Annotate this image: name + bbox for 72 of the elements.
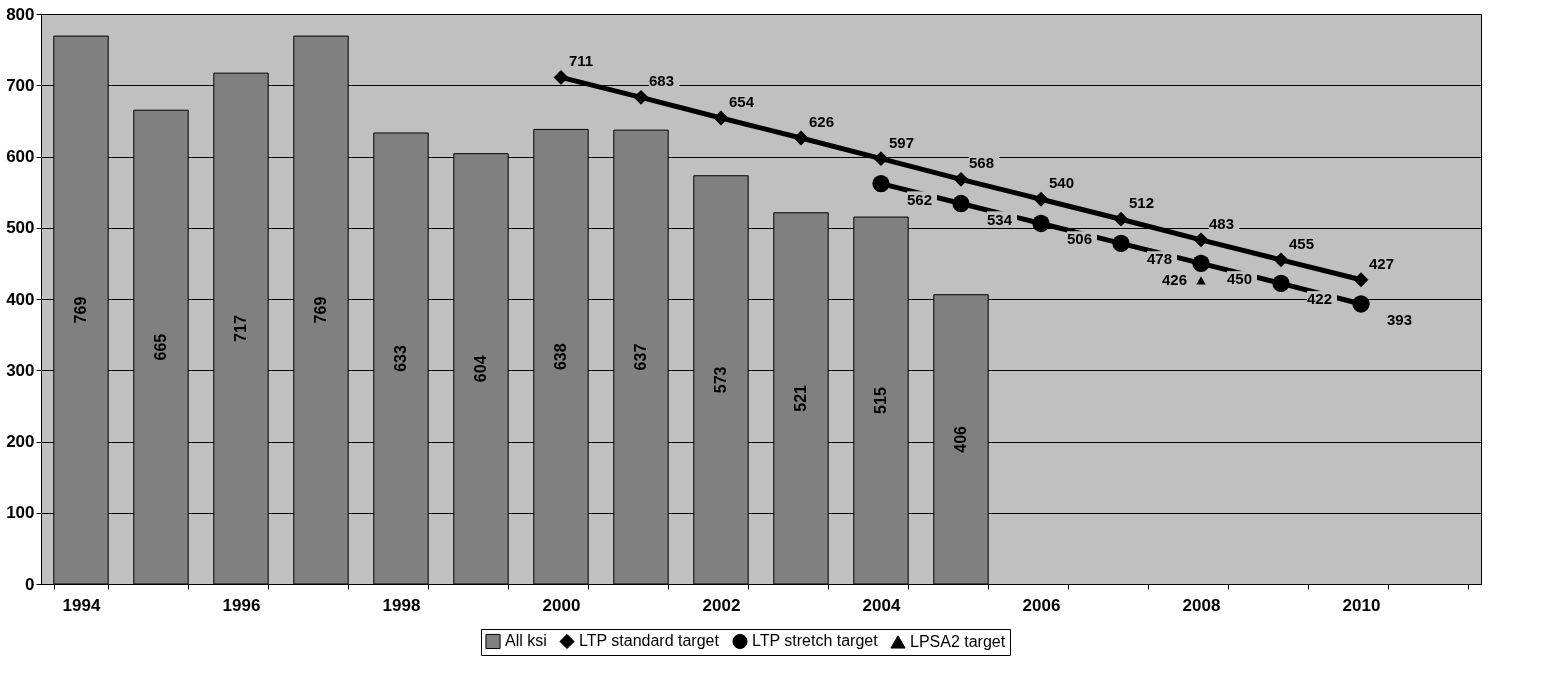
point: [1112, 234, 1130, 253]
point: [953, 171, 969, 187]
y-tick-label: 0: [25, 574, 35, 594]
data-label: 769: [312, 296, 329, 324]
point: [713, 110, 729, 126]
data-label: 562: [907, 190, 933, 208]
data-label: 540: [1049, 174, 1075, 192]
data-label: 406: [952, 425, 969, 453]
legend-label: All ksi: [505, 632, 547, 650]
point: [633, 89, 649, 105]
data-label: 683: [649, 72, 675, 90]
data-label: 769: [72, 296, 89, 324]
legend-label: LTP stretch target: [752, 632, 879, 650]
x-tick-label: 2006: [1022, 595, 1061, 615]
data-label: 512: [1129, 194, 1155, 212]
data-label: 483: [1209, 214, 1235, 232]
data-label: 393: [1387, 310, 1413, 328]
x-tick-label: 1998: [382, 595, 421, 615]
data-label: 521: [792, 384, 809, 412]
data-label: 506: [1067, 230, 1093, 248]
data-label: 637: [632, 343, 649, 371]
point: [553, 70, 569, 85]
point: [1272, 274, 1290, 292]
data-label: 568: [969, 154, 995, 172]
x-tick-label: 2000: [542, 595, 581, 615]
data-label: 717: [232, 315, 249, 342]
point: [1192, 254, 1210, 273]
x-tick-label: 1996: [222, 595, 261, 615]
point: [952, 194, 970, 213]
data-label: 654: [729, 93, 755, 111]
y-tick-label: 400: [6, 289, 35, 309]
y-tick-label: 200: [6, 432, 35, 451]
data-label: 426: [1161, 271, 1187, 289]
x-tick-label: 2004: [862, 595, 901, 615]
y-tick-label: 300: [6, 360, 35, 380]
point: [1113, 211, 1129, 227]
data-label: 638: [552, 343, 569, 371]
data-label: 515: [872, 387, 889, 414]
point: [1033, 191, 1049, 207]
point: [1352, 295, 1370, 313]
x-tick-label: 1994: [62, 595, 101, 615]
y-tick-label: 500: [6, 218, 35, 238]
data-label: 534: [987, 210, 1013, 228]
data-label: 633: [392, 345, 409, 372]
data-label: 597: [889, 133, 915, 151]
y-tick-label: 700: [6, 75, 35, 95]
y-tick-label: 600: [6, 147, 35, 166]
data-label: 427: [1369, 254, 1395, 272]
data-label: 422: [1307, 290, 1333, 308]
x-tick-label: 2008: [1182, 595, 1221, 615]
point: [1273, 252, 1289, 268]
data-label: 665: [152, 333, 169, 361]
point: [873, 151, 889, 167]
point: [1353, 272, 1369, 288]
data-label: 626: [809, 112, 835, 130]
y-tick-label: 800: [6, 4, 35, 24]
data-label: 478: [1147, 250, 1173, 268]
data-label: 573: [712, 366, 729, 394]
point: [793, 130, 809, 146]
data-label: 450: [1227, 270, 1253, 288]
legend-label: LPSA2 target: [910, 632, 1006, 650]
data-label: 711: [569, 52, 594, 70]
y-tick-label: 100: [6, 503, 35, 523]
point: [1193, 232, 1209, 248]
data-label: 455: [1289, 234, 1315, 252]
point: [872, 174, 890, 193]
data-label: 604: [472, 355, 489, 383]
x-tick-label: 2010: [1342, 595, 1381, 615]
x-tick-label: 2002: [702, 595, 741, 615]
point: [1196, 276, 1206, 285]
point: [1032, 214, 1050, 233]
legend-label: LTP standard target: [579, 632, 720, 650]
